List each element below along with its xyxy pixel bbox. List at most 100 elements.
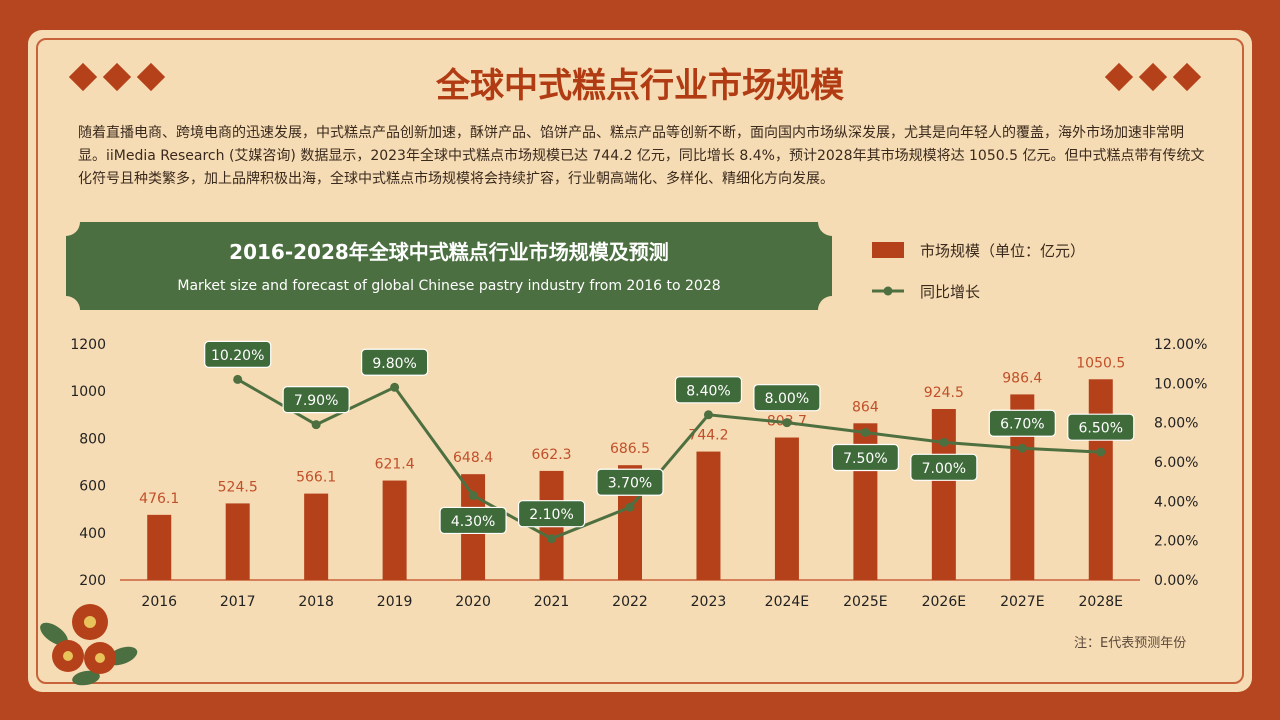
bar — [1010, 394, 1035, 580]
bar-value-label: 476.1 — [139, 491, 179, 507]
growth-value-label: 10.20% — [211, 348, 264, 364]
bar-value-label: 924.5 — [924, 385, 964, 401]
bar — [225, 503, 250, 580]
bar — [774, 437, 799, 580]
y-left-tick-label: 400 — [79, 526, 106, 542]
x-tick-label: 2019 — [377, 594, 413, 610]
x-tick-label: 2022 — [612, 594, 648, 610]
bar-value-label: 864 — [852, 399, 879, 415]
x-tick-label: 2017 — [220, 594, 256, 610]
growth-point — [233, 374, 243, 384]
growth-label-box — [439, 506, 507, 535]
bar — [382, 480, 407, 580]
bar-value-label: 1050.5 — [1076, 355, 1125, 371]
diamond-ornament-right-icon — [1104, 62, 1202, 92]
bar — [931, 409, 956, 580]
growth-label-box — [596, 468, 664, 496]
bar-value-label: 621.4 — [375, 457, 415, 473]
growth-value-label: 2.10% — [529, 507, 573, 523]
y-right-tick-label: 2.00% — [1154, 534, 1198, 550]
growth-point — [468, 490, 478, 500]
growth-value-label: 6.70% — [1000, 417, 1044, 433]
chart-title-banner — [66, 222, 832, 310]
bar-value-label: 986.4 — [1002, 370, 1042, 386]
y-right-tick-label: 0.00% — [1154, 573, 1198, 589]
bar-value-label: 566.1 — [296, 470, 336, 486]
growth-label-box — [1067, 413, 1135, 441]
growth-value-label: 8.00% — [765, 391, 809, 407]
growth-point — [1017, 443, 1027, 453]
y-right-tick-label: 10.00% — [1154, 376, 1207, 392]
growth-point — [782, 418, 792, 428]
bar-value-label: 662.3 — [531, 447, 571, 463]
legend-item-bar: 市场规模（单位：亿元） — [872, 238, 1085, 262]
bar — [304, 493, 329, 580]
growth-point — [860, 428, 870, 437]
growth-label-box — [282, 386, 350, 414]
bar — [147, 514, 172, 580]
bar-value-label: 648.4 — [453, 450, 493, 466]
bar-value-label: 744.2 — [688, 428, 728, 444]
chart-legend: 市场规模（单位：亿元） 同比增长 — [872, 236, 1172, 316]
y-right-tick-label: 6.00% — [1154, 455, 1198, 471]
bar-value-label: 686.5 — [610, 441, 650, 457]
growth-value-label: 8.40% — [686, 383, 730, 399]
growth-label-box — [831, 443, 899, 472]
legend-line-swatch-icon — [872, 286, 904, 296]
bar-value-label: 524.5 — [218, 479, 258, 495]
x-tick-label: 2025E — [843, 594, 887, 610]
x-tick-label: 2021 — [534, 594, 570, 610]
x-tick-label: 2024E — [765, 594, 809, 610]
y-left-tick-label: 600 — [79, 479, 106, 495]
y-left-tick-label: 1000 — [70, 384, 106, 400]
growth-point — [547, 534, 557, 544]
x-tick-label: 2027E — [1000, 594, 1044, 610]
growth-value-label: 6.50% — [1079, 421, 1123, 437]
growth-point — [311, 420, 321, 430]
chart-title: 2016-2028年全球中式糕点行业市场规模及预测 — [229, 240, 669, 264]
legend-label-bar: 市场规模（单位：亿元） — [920, 241, 1086, 260]
growth-value-label: 9.80% — [372, 356, 416, 372]
growth-label-box — [988, 409, 1056, 437]
y-right-tick-label: 8.00% — [1154, 416, 1198, 432]
growth-label-box — [674, 376, 743, 404]
footnote: 注：E代表预测年份 — [1074, 636, 1187, 651]
growth-value-label: 4.30% — [451, 514, 495, 530]
growth-label-box — [753, 384, 821, 412]
growth-line — [236, 378, 1101, 541]
growth-point — [625, 502, 635, 512]
page-title: 全球中式糕点行业市场规模 — [436, 66, 844, 106]
legend-bar-swatch-icon — [872, 242, 904, 258]
growth-point — [703, 410, 713, 420]
growth-value-label: 7.00% — [922, 461, 966, 477]
diamond-ornament-left-icon — [68, 62, 166, 92]
x-tick-label: 2028E — [1079, 594, 1123, 610]
camellia-flower-icon — [40, 604, 138, 686]
legend-item-line: 同比增长 — [872, 279, 980, 303]
x-tick-label: 2016 — [141, 594, 177, 610]
x-tick-label: 2023 — [691, 594, 727, 610]
decorative-border — [36, 38, 1244, 684]
x-tick-label: 2020 — [455, 594, 491, 610]
growth-label-box — [517, 500, 586, 528]
y-right-tick-label: 12.00% — [1154, 337, 1207, 353]
y-left-tick-label: 1200 — [70, 337, 106, 353]
growth-point — [390, 382, 400, 392]
growth-value-label: 7.50% — [843, 451, 887, 467]
growth-point — [939, 437, 949, 447]
y-left-tick-label: 800 — [79, 431, 106, 447]
y-right-tick-label: 4.00% — [1154, 494, 1198, 510]
bar — [1088, 379, 1113, 580]
x-tick-label: 2026E — [922, 594, 966, 610]
legend-label-line: 同比增长 — [920, 282, 981, 301]
growth-label-box — [204, 340, 272, 368]
intro-paragraph: 随着直播电商、跨境电商的迅速发展，中式糕点产品创新加速，酥饼产品、馅饼产品、糕点… — [78, 125, 1205, 187]
x-tick-label: 2018 — [298, 594, 334, 610]
growth-value-label: 7.90% — [294, 393, 338, 409]
chart-subtitle: Market size and forecast of global Chine… — [177, 278, 721, 294]
bar — [696, 451, 721, 580]
y-left-tick-label: 200 — [79, 573, 106, 589]
growth-point — [1096, 447, 1106, 457]
growth-value-label: 3.70% — [608, 476, 652, 492]
